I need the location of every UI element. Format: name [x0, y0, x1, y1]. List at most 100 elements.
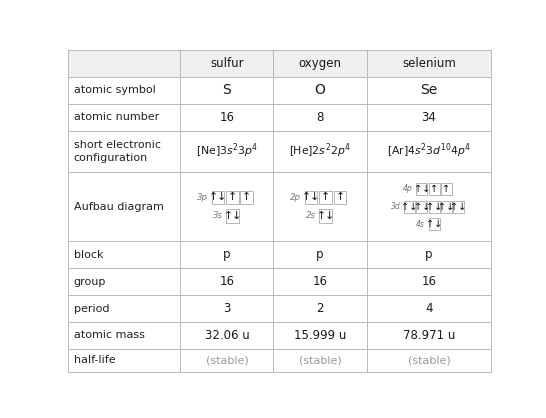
Text: p: p — [316, 248, 324, 261]
Bar — [180, 77, 274, 104]
Text: ↑↓: ↑↓ — [414, 184, 430, 194]
Text: ↑↓: ↑↓ — [426, 219, 442, 229]
Bar — [366, 131, 491, 172]
Text: ↑: ↑ — [430, 184, 438, 194]
Bar — [366, 172, 491, 242]
Text: ↑: ↑ — [321, 192, 330, 202]
Text: 3s: 3s — [213, 212, 223, 220]
Text: ↑↓: ↑↓ — [438, 201, 454, 212]
Text: [Ne]3$s^2$3$p^4$: [Ne]3$s^2$3$p^4$ — [196, 142, 258, 161]
Bar — [366, 104, 491, 131]
Text: ↑↓: ↑↓ — [209, 192, 227, 202]
Bar — [274, 268, 366, 295]
Text: 3: 3 — [223, 302, 230, 315]
Bar — [274, 242, 366, 268]
Bar — [68, 172, 180, 242]
Text: 8: 8 — [316, 111, 324, 124]
Text: short electronic
configuration: short electronic configuration — [74, 140, 161, 163]
Bar — [274, 172, 366, 242]
Bar — [68, 242, 180, 268]
Text: S: S — [223, 84, 232, 97]
Bar — [366, 295, 491, 322]
Text: (stable): (stable) — [205, 355, 248, 365]
Bar — [274, 77, 366, 104]
Text: Aufbau diagram: Aufbau diagram — [74, 201, 164, 212]
Text: sulfur: sulfur — [210, 57, 244, 70]
Bar — [334, 191, 346, 204]
Text: 16: 16 — [312, 275, 328, 288]
Text: selenium: selenium — [402, 57, 456, 70]
Text: period: period — [74, 303, 109, 314]
Bar — [366, 242, 491, 268]
Bar — [68, 349, 180, 372]
Text: 2: 2 — [316, 302, 324, 315]
Text: atomic number: atomic number — [74, 112, 159, 122]
Text: 16: 16 — [219, 111, 234, 124]
Text: 3d: 3d — [391, 202, 401, 211]
Bar — [68, 104, 180, 131]
Bar — [68, 295, 180, 322]
Text: ↑↓: ↑↓ — [450, 201, 467, 212]
Text: ↑: ↑ — [242, 192, 251, 202]
Bar — [274, 322, 366, 349]
Text: half-life: half-life — [74, 355, 115, 365]
Bar — [441, 201, 452, 213]
Bar — [180, 172, 274, 242]
Bar — [274, 349, 366, 372]
Bar — [274, 131, 366, 172]
Text: 15.999 u: 15.999 u — [294, 329, 346, 342]
Text: 4p: 4p — [403, 184, 413, 194]
Bar — [68, 322, 180, 349]
Text: oxygen: oxygen — [299, 57, 342, 70]
Text: 32.06 u: 32.06 u — [205, 329, 250, 342]
Text: ↑: ↑ — [335, 192, 345, 202]
Bar — [274, 295, 366, 322]
Bar — [212, 191, 224, 204]
Bar — [366, 50, 491, 77]
Text: ↑↓: ↑↓ — [414, 201, 430, 212]
Text: Se: Se — [420, 84, 437, 97]
Text: [Ar]4$s^2$3$d^{10}$4$p^4$: [Ar]4$s^2$3$d^{10}$4$p^4$ — [387, 142, 471, 161]
Bar — [68, 77, 180, 104]
Bar — [180, 295, 274, 322]
Bar — [240, 191, 253, 204]
Bar — [68, 268, 180, 295]
Bar — [453, 201, 464, 213]
Text: (stable): (stable) — [408, 355, 450, 365]
Bar — [180, 50, 274, 77]
Text: 4: 4 — [425, 302, 433, 315]
Text: 16: 16 — [219, 275, 234, 288]
Bar — [366, 268, 491, 295]
Bar — [226, 191, 239, 204]
Bar — [180, 242, 274, 268]
Text: [He]2$s^2$2$p^4$: [He]2$s^2$2$p^4$ — [289, 142, 351, 161]
Text: 34: 34 — [422, 111, 436, 124]
Bar — [274, 50, 366, 77]
Bar — [319, 209, 332, 223]
Bar — [366, 77, 491, 104]
Text: 3p: 3p — [197, 193, 209, 202]
Text: O: O — [314, 84, 325, 97]
Bar — [68, 50, 180, 77]
Text: (stable): (stable) — [299, 355, 341, 365]
Text: p: p — [223, 248, 230, 261]
Bar — [226, 209, 239, 223]
Text: atomic mass: atomic mass — [74, 330, 145, 340]
Bar — [429, 183, 440, 195]
Text: atomic symbol: atomic symbol — [74, 85, 156, 95]
Bar — [429, 218, 440, 230]
Bar — [416, 183, 428, 195]
Bar — [404, 201, 415, 213]
Text: 2s: 2s — [306, 212, 316, 220]
Bar — [305, 191, 317, 204]
Text: 16: 16 — [422, 275, 436, 288]
Bar — [180, 104, 274, 131]
Text: ↑: ↑ — [228, 192, 237, 202]
Text: ↑↓: ↑↓ — [302, 192, 321, 202]
Bar — [366, 349, 491, 372]
Text: 4s: 4s — [416, 220, 425, 229]
Text: p: p — [425, 248, 433, 261]
Bar — [441, 183, 452, 195]
Bar — [180, 322, 274, 349]
Text: ↑↓: ↑↓ — [223, 211, 241, 221]
